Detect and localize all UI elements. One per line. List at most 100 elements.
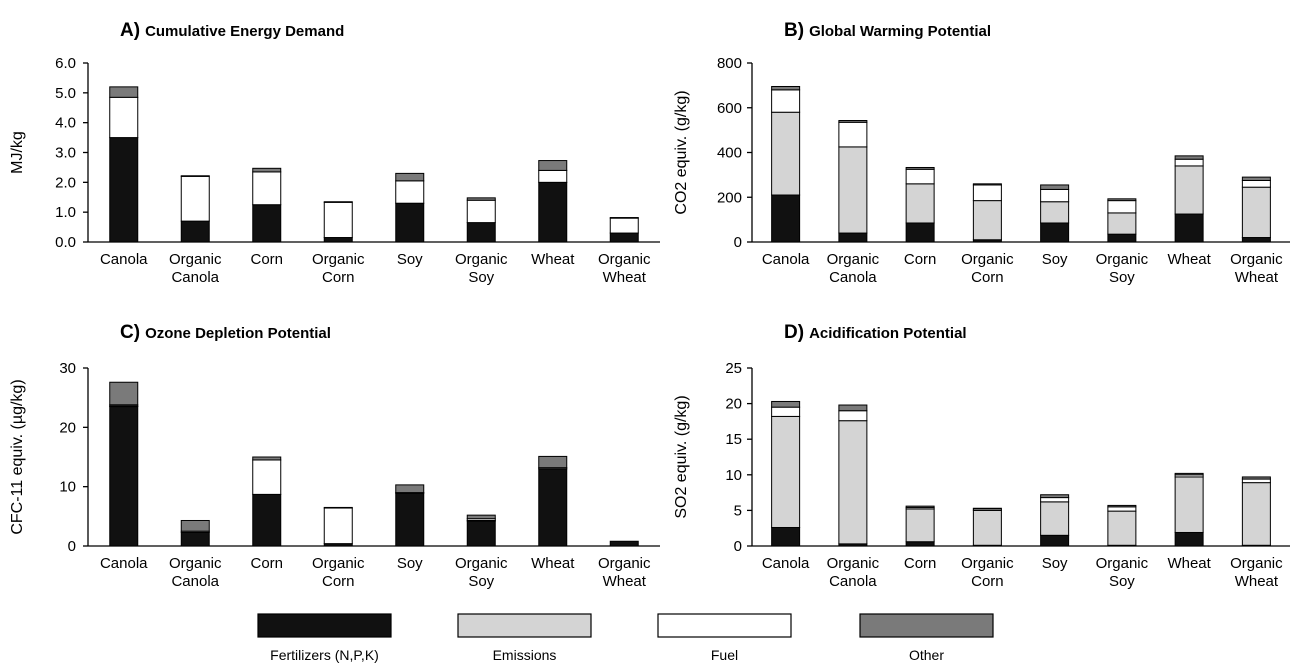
y-tick-label: 5.0 bbox=[55, 85, 76, 102]
bar-segment-fertilizers-n-p-k bbox=[323, 237, 353, 243]
bar-segment-other bbox=[905, 505, 935, 509]
y-tick-label: 600 bbox=[717, 100, 742, 117]
panel-title: B) Global Warming Potential bbox=[784, 20, 991, 41]
y-tick-label: 800 bbox=[717, 55, 742, 72]
bar-segment-other bbox=[109, 86, 139, 98]
bar-segment-fertilizers-n-p-k bbox=[180, 220, 210, 243]
bar-segment-other bbox=[1174, 472, 1204, 476]
bar-segment-other bbox=[180, 175, 210, 177]
bar-segment-fertilizers-n-p-k bbox=[905, 541, 935, 547]
bar-segment-other bbox=[838, 404, 868, 412]
x-tick-label: Soy bbox=[397, 555, 423, 572]
y-axis-label: CO2 equiv. (g/kg) bbox=[673, 90, 690, 214]
bar-segment-fertilizers-n-p-k bbox=[252, 204, 282, 243]
y-axis-label: SO2 equiv. (g/kg) bbox=[673, 395, 690, 518]
panel-title-text: Global Warming Potential bbox=[809, 23, 991, 40]
x-tick-label: Corn bbox=[904, 251, 937, 268]
bar-segment-other bbox=[1241, 476, 1271, 480]
bar-segment-fertilizers-n-p-k bbox=[466, 222, 496, 243]
panel-c: C) Ozone Depletion Potential 0 10 20 30 CFC-11… bbox=[9, 322, 660, 590]
bar-segment-fuel bbox=[972, 184, 1002, 202]
bar-segment-other bbox=[1241, 176, 1271, 181]
bar-segment-fertilizers-n-p-k bbox=[905, 222, 935, 243]
bar-segment-other bbox=[109, 381, 139, 406]
x-tick-label: Corn bbox=[250, 251, 283, 268]
panel-letter: D) bbox=[784, 322, 804, 343]
y-tick-label: 0 bbox=[734, 538, 742, 555]
bar-segment-fuel bbox=[252, 171, 282, 206]
y-axis-label: MJ/kg bbox=[9, 131, 26, 174]
x-tick-label: Organic Corn bbox=[961, 555, 1014, 590]
bar-segment-fuel bbox=[838, 121, 868, 148]
legend-swatch bbox=[657, 613, 792, 638]
panel-d: D) Acidification Potential 0 5 10 15 20 25 SO2 e… bbox=[673, 322, 1290, 590]
bar-segment-other bbox=[395, 484, 425, 494]
panel-title-text: Cumulative Energy Demand bbox=[145, 23, 344, 40]
x-tick-label: Organic Wheat bbox=[1230, 555, 1283, 590]
x-tick-label: Soy bbox=[397, 251, 423, 268]
legend-swatch bbox=[859, 613, 994, 638]
bar-segment-other bbox=[972, 507, 1002, 510]
x-tick-label: Corn bbox=[250, 555, 283, 572]
bar-segment-emissions bbox=[972, 509, 1002, 546]
panel-b: B) Global Warming Potential 0 200 400 600 800 C… bbox=[673, 20, 1290, 286]
bar-segment-other bbox=[180, 519, 210, 532]
panel-title-text: Acidification Potential bbox=[809, 325, 967, 342]
panel-title: D) Acidification Potential bbox=[784, 322, 967, 343]
bar-segment-fuel bbox=[1040, 188, 1070, 203]
bar-segment-emissions bbox=[1241, 482, 1271, 546]
bar-segment-fuel bbox=[252, 459, 282, 495]
bar-segment-other bbox=[771, 400, 801, 408]
bar-segment-emissions bbox=[1241, 186, 1271, 239]
bar-segment-emissions bbox=[905, 508, 935, 543]
legend-label: Fuel bbox=[711, 647, 738, 663]
bar-segment-fertilizers-n-p-k bbox=[180, 531, 210, 547]
y-tick-label: 400 bbox=[717, 145, 742, 162]
y-tick-label: 200 bbox=[717, 189, 742, 206]
bar-segment-fertilizers-n-p-k bbox=[771, 526, 801, 547]
x-tick-label: Wheat bbox=[1167, 251, 1211, 268]
y-tick-label: 15 bbox=[725, 431, 742, 448]
bar-segment-fertilizers-n-p-k bbox=[771, 194, 801, 243]
bar-segment-fertilizers-n-p-k bbox=[109, 406, 139, 547]
legend-swatch bbox=[457, 613, 592, 638]
bar-segment-emissions bbox=[905, 183, 935, 224]
bar-segment-fuel bbox=[323, 507, 353, 545]
x-tick-label: Organic Wheat bbox=[598, 555, 651, 590]
bar-segment-fertilizers-n-p-k bbox=[1107, 233, 1137, 243]
bar-segment-fuel bbox=[1241, 478, 1271, 484]
y-tick-label: 20 bbox=[59, 419, 76, 436]
bar-segment-other bbox=[972, 183, 1002, 186]
panel-letter: C) bbox=[120, 322, 140, 343]
bar-segment-fertilizers-n-p-k bbox=[1040, 222, 1070, 243]
legend-label: Fertilizers (N,P,K) bbox=[270, 647, 379, 663]
panel-title: A) Cumulative Energy Demand bbox=[120, 20, 344, 41]
bar-segment-fertilizers-n-p-k bbox=[609, 540, 639, 547]
x-tick-label: Organic Corn bbox=[312, 251, 365, 286]
legend-label: Emissions bbox=[493, 647, 557, 663]
bar-segment-fertilizers-n-p-k bbox=[466, 520, 496, 547]
bar-segment-emissions bbox=[972, 200, 1002, 241]
y-tick-label: 5 bbox=[734, 502, 742, 519]
panel-a: A) Cumulative Energy Demand 0.0 1.0 2.0 3.0 4.… bbox=[9, 20, 660, 286]
bar-segment-other bbox=[538, 160, 568, 171]
legend: Fertilizers (N,P,K) Emissions Fuel Other bbox=[257, 613, 994, 663]
bar-segment-fertilizers-n-p-k bbox=[109, 137, 139, 243]
bar-segment-fuel bbox=[180, 175, 210, 222]
x-tick-label: Organic Soy bbox=[455, 251, 508, 286]
y-tick-label: 4.0 bbox=[55, 115, 76, 132]
bar-segment-emissions bbox=[1174, 165, 1204, 215]
y-tick-label: 3.0 bbox=[55, 145, 76, 162]
bar-segment-other bbox=[538, 455, 568, 469]
bar-segment-fuel bbox=[395, 180, 425, 204]
bar-segment-fuel bbox=[1040, 497, 1070, 503]
bar-segment-other bbox=[1040, 494, 1070, 499]
bar-segment-fertilizers-n-p-k bbox=[1040, 534, 1070, 547]
bar-segment-fuel bbox=[466, 199, 496, 224]
bar-segment-fertilizers-n-p-k bbox=[395, 202, 425, 243]
x-tick-label: Canola bbox=[100, 555, 148, 572]
y-tick-label: 1.0 bbox=[55, 204, 76, 221]
x-tick-label: Soy bbox=[1042, 555, 1068, 572]
x-tick-label: Wheat bbox=[531, 251, 575, 268]
